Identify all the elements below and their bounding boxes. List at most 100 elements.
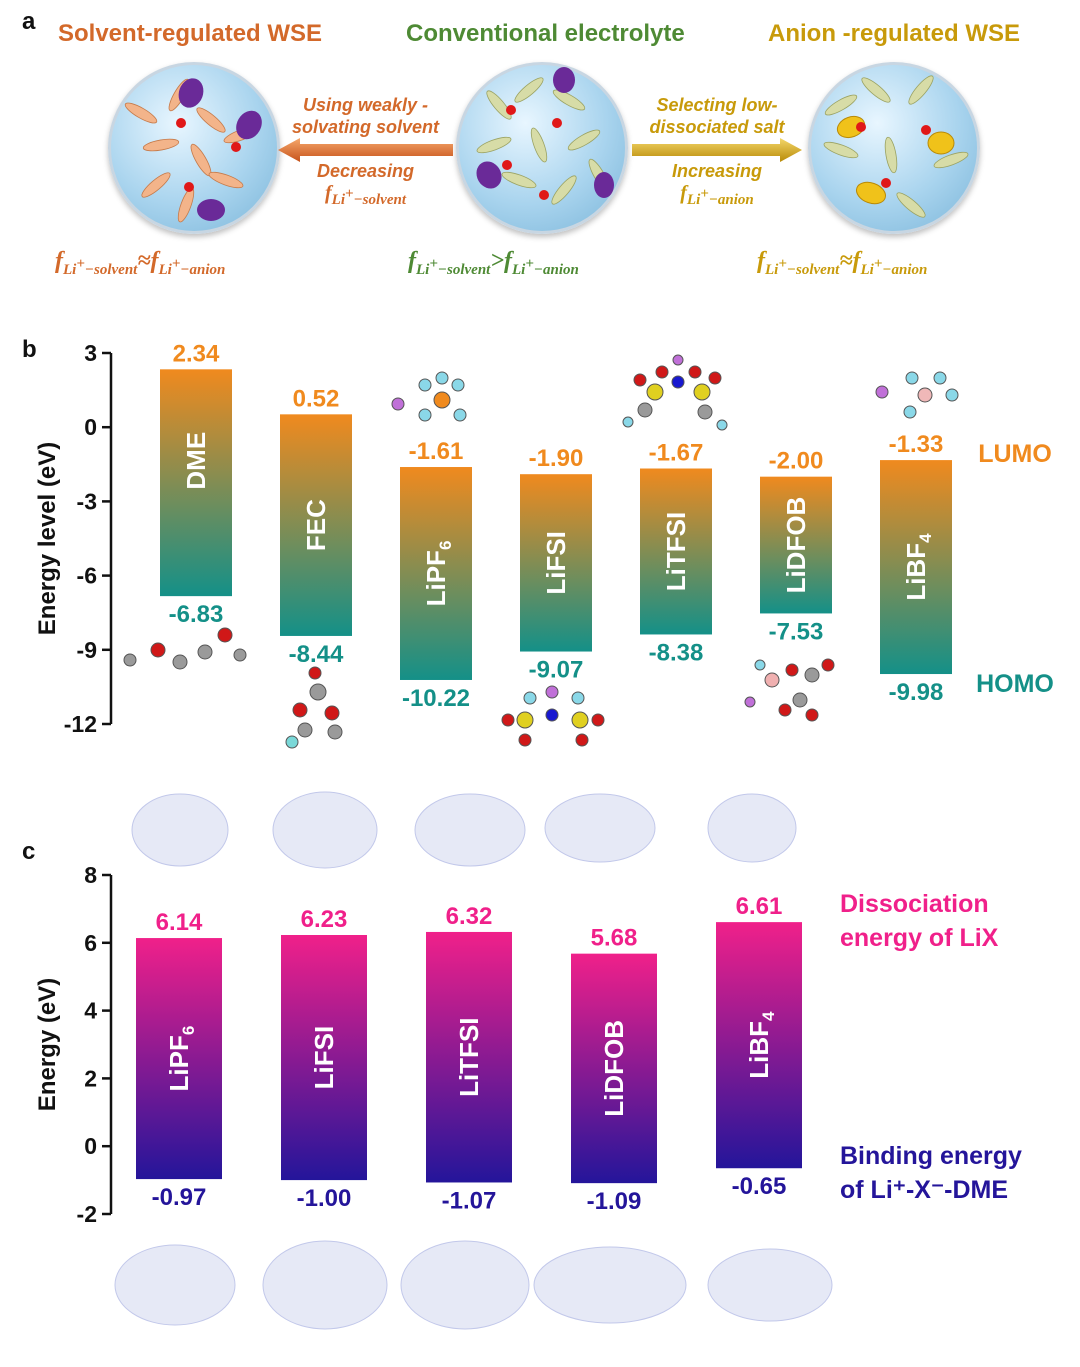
left-arrow-line1: Using weakly -	[302, 95, 429, 115]
category-label: LiPF6	[421, 541, 455, 607]
category-subscript: 4	[759, 1011, 778, 1021]
plus-sup: +	[171, 255, 181, 272]
category-label: LiBF4	[744, 1011, 778, 1079]
li-sub: Li	[416, 261, 430, 278]
greater-sign: >	[490, 248, 505, 274]
solvent-sub: −solvent	[353, 192, 406, 208]
bottom-value-label: -0.65	[732, 1173, 787, 1200]
energy-bar	[426, 931, 512, 1183]
legend-binding: Binding energy	[840, 1142, 1022, 1170]
lifsi-dme-cluster-icon	[262, 1240, 388, 1330]
bottom-value-label: -9.07	[529, 657, 584, 684]
bottom-value-label: -9.98	[889, 679, 944, 706]
energy-bar	[280, 414, 352, 636]
y-tick-label: 3	[84, 340, 97, 366]
plus-sup: +	[700, 186, 709, 202]
top-value-label: 2.34	[173, 340, 220, 367]
f-li-solvent-label: fLi+−solvent	[278, 182, 453, 211]
plus-sup: +	[525, 255, 534, 272]
energy-bar	[520, 474, 592, 652]
energy-bar	[640, 468, 712, 635]
category-name: FEC	[301, 499, 331, 551]
right-arrow-top-text: Selecting low- dissociated salt	[632, 94, 802, 138]
solvent-sub: −solvent	[786, 261, 840, 278]
bottom-value-label: -8.38	[649, 639, 704, 666]
legend-lumo: LUMO	[978, 440, 1052, 468]
category-name: LiFSI	[541, 531, 571, 595]
lidfob-cluster-icon	[544, 793, 656, 863]
category-name: LiTFSI	[661, 512, 691, 591]
libf4-cluster-icon	[707, 793, 797, 863]
energy-bar	[880, 460, 952, 675]
top-value-label: 0.52	[293, 385, 340, 412]
legend-dissociation: energy of LiX	[840, 924, 999, 952]
top-value-label: -1.33	[889, 431, 944, 458]
left-arrow-bottom-text: Decreasing fLi+−solvent	[278, 160, 453, 211]
f-symbol: f	[757, 248, 765, 274]
bottom-value-label: -0.97	[152, 1184, 207, 1211]
category-name: LiBF	[901, 543, 931, 601]
left-arrow-line2: solvating solvent	[291, 117, 440, 137]
y-tick-label: 4	[84, 998, 97, 1024]
increasing-label: Increasing	[671, 161, 763, 181]
f-symbol: f	[150, 248, 159, 274]
li-sub: Li	[331, 192, 346, 208]
bottom-value-label: -6.83	[169, 601, 224, 628]
conventional-title: Conventional electrolyte	[406, 20, 685, 47]
y-tick-label: -2	[77, 1201, 97, 1227]
top-value-label: -1.90	[529, 445, 584, 472]
category-label: LiDFOB	[599, 1020, 629, 1117]
right-arrow	[632, 138, 802, 162]
panel-b-label: b	[22, 336, 37, 363]
bottom-value-label: -10.22	[402, 685, 470, 712]
category-label: FEC	[301, 499, 331, 551]
litfsi-dme-cluster-icon	[400, 1240, 530, 1330]
anion-regulated-title: Anion -regulated WSE	[768, 20, 1020, 47]
bottom-value-label: -7.53	[769, 618, 824, 645]
center-formula: fLi+−solvent>fLi+−anion	[408, 248, 579, 279]
category-name: LiTFSI	[454, 1017, 484, 1096]
energy-bar	[160, 369, 232, 597]
y-tick-label: 0	[84, 1133, 97, 1159]
conventional-schematic	[456, 62, 628, 234]
bottom-value-label: -1.00	[297, 1185, 352, 1212]
legend-homo: HOMO	[976, 670, 1054, 698]
category-name: LiFSI	[309, 1026, 339, 1090]
panel-c-label: c	[22, 838, 36, 865]
li-sub: Li	[63, 261, 77, 278]
li-sub: Li	[512, 261, 526, 278]
bottom-value-label: -8.44	[289, 641, 344, 668]
f-symbol: f	[408, 248, 416, 274]
top-value-label: 5.68	[591, 925, 638, 952]
litfsi-molecule-icon	[622, 354, 728, 431]
category-subscript: 6	[436, 541, 455, 550]
energy-bar	[400, 467, 472, 680]
category-label: DME	[181, 432, 211, 490]
top-value-label: -1.67	[649, 440, 704, 467]
right-arrow-line2: dissociated salt	[649, 117, 785, 137]
legend-binding: of Li⁺-X⁻-DME	[840, 1176, 1008, 1204]
bottom-value-label: -1.09	[587, 1188, 642, 1215]
category-label: LiTFSI	[661, 512, 691, 591]
legend-dissociation: Dissociation	[840, 890, 989, 918]
libf4-molecule-icon	[875, 371, 959, 419]
y-tick-label: 2	[84, 1065, 97, 1091]
category-subscript: 4	[916, 533, 935, 543]
y-axis-title: Energy level (eV)	[34, 442, 61, 635]
lidfob-molecule-icon	[744, 658, 835, 722]
energy-bar	[281, 935, 367, 1181]
anion-sub: −anion	[533, 261, 579, 278]
solvated-cluster-icon	[124, 78, 262, 223]
plus-sup: +	[429, 255, 438, 272]
solvent-regulated-schematic	[108, 62, 280, 234]
anion-regulated-schematic	[808, 62, 980, 234]
category-label: LiBF4	[901, 533, 935, 601]
lix-cluster-icons	[114, 791, 833, 1330]
top-value-label: 6.14	[156, 909, 203, 936]
y-axis-title: Energy (eV)	[34, 978, 61, 1111]
anion-sub: −anion	[708, 192, 754, 208]
solvent-sub: −solvent	[437, 261, 491, 278]
y-tick-label: -12	[64, 711, 97, 737]
conventional-cluster-icon	[476, 67, 614, 205]
fec-molecule-icon	[285, 666, 343, 749]
